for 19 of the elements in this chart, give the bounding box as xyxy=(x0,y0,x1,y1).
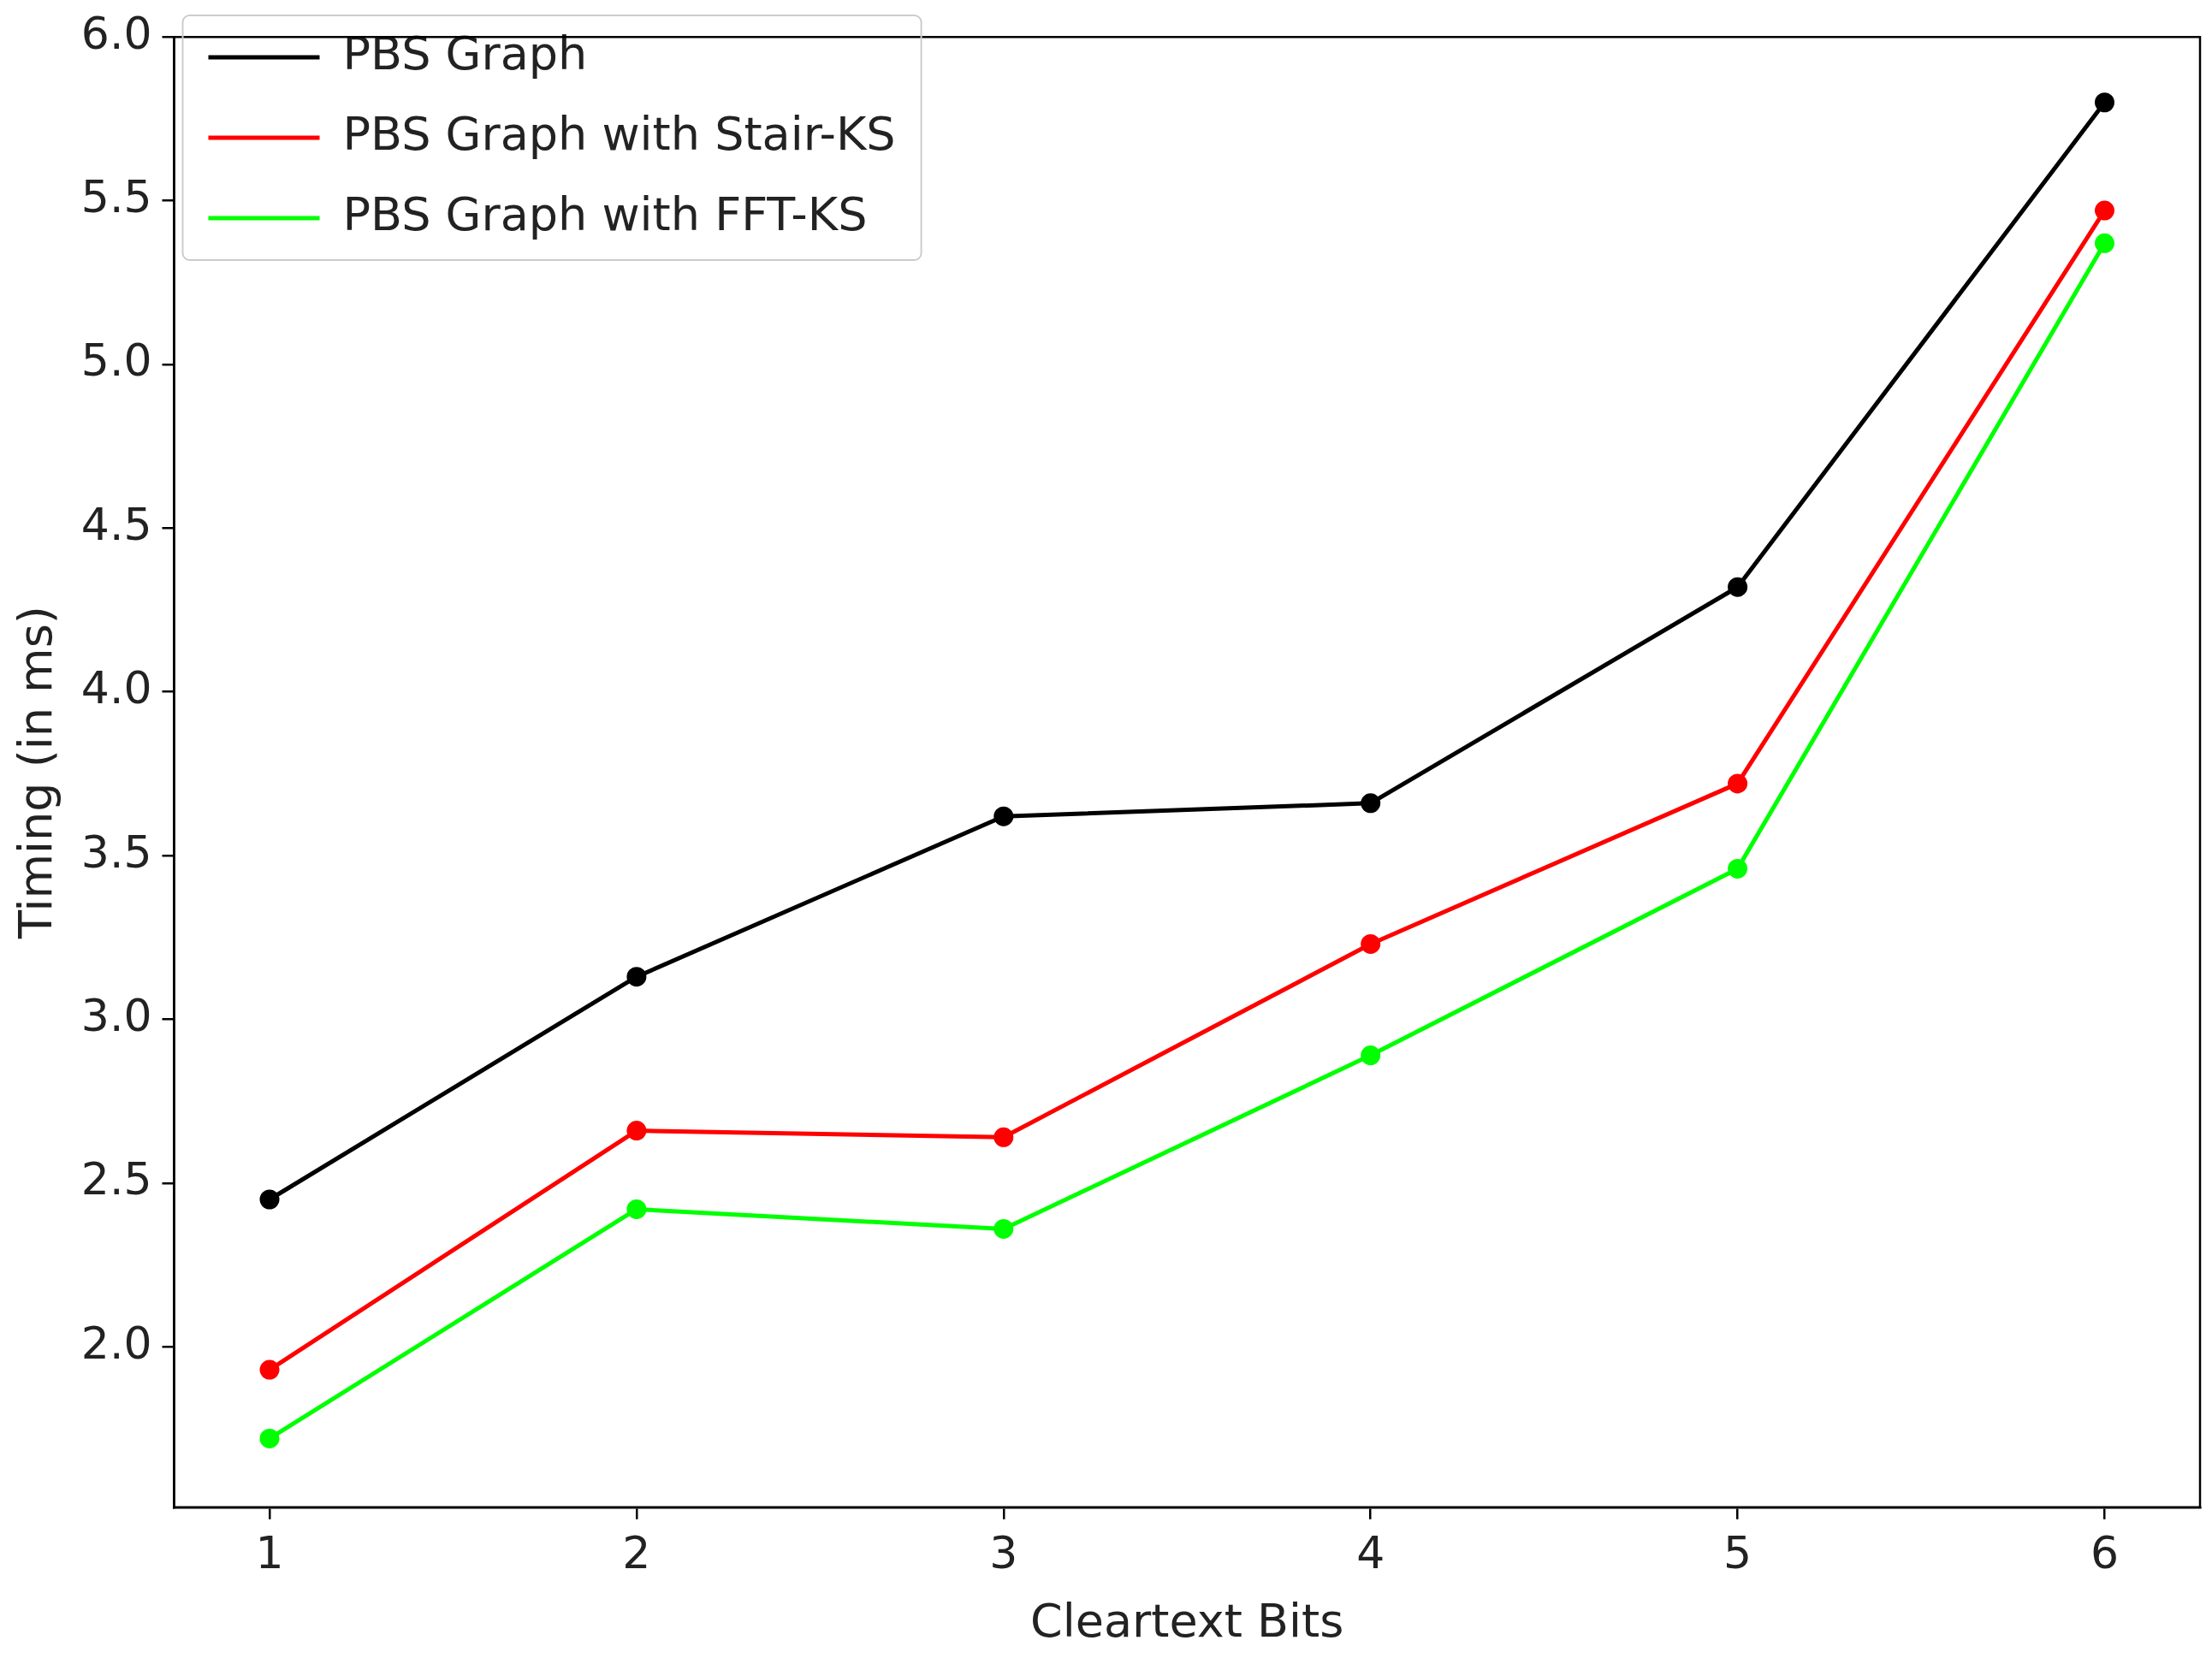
x-tick-label: 3 xyxy=(989,1526,1018,1578)
x-tick-label: 6 xyxy=(2090,1526,2120,1578)
y-axis-title: Timing (in ms) xyxy=(9,606,63,939)
x-tick-label: 1 xyxy=(255,1526,284,1578)
y-tick-label: 2.0 xyxy=(80,1317,152,1369)
x-tick-label: 5 xyxy=(1723,1526,1752,1578)
y-tick-label: 5.0 xyxy=(80,335,152,387)
x-tick-label: 4 xyxy=(1356,1526,1385,1578)
x-axis-title: Cleartext Bits xyxy=(1030,1593,1344,1648)
y-tick-label: 6.0 xyxy=(80,7,152,59)
y-tick-label: 3.0 xyxy=(80,990,152,1041)
x-tick-label: 2 xyxy=(622,1526,651,1578)
y-tick-label: 5.5 xyxy=(80,171,152,223)
y-tick-label: 4.0 xyxy=(80,662,152,714)
y-tick-label: 3.5 xyxy=(80,826,152,878)
y-tick-label: 2.5 xyxy=(80,1153,152,1205)
y-tick-label: 4.5 xyxy=(80,498,152,550)
legend-label: PBS Graph with Stair-KS xyxy=(342,107,896,162)
legend-label: PBS Graph with FFT-KS xyxy=(342,187,868,242)
